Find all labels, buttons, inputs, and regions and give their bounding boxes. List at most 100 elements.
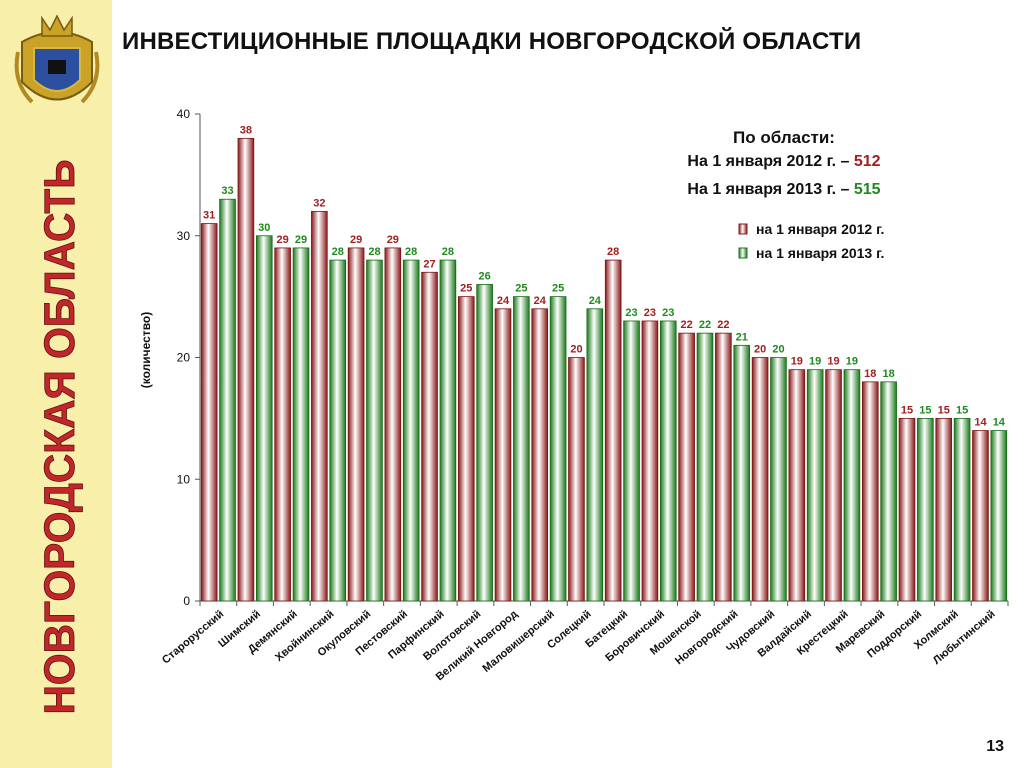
bar-2013 <box>292 247 310 602</box>
bar-2013 <box>586 308 604 602</box>
bar-2012 <box>200 223 218 602</box>
summary-line-2012: На 1 января 2012 г. – 512 <box>687 153 880 170</box>
data-label-2013: 19 <box>809 356 821 368</box>
data-label-2013: 14 <box>993 417 1006 429</box>
x-category-label: Любытинский <box>931 608 998 667</box>
bar-2013 <box>623 320 640 602</box>
data-label-2012: 25 <box>460 283 472 295</box>
data-label-2012: 29 <box>277 234 289 246</box>
data-label-2013: 26 <box>479 270 491 282</box>
data-label-2013: 29 <box>295 234 307 246</box>
bar-2013 <box>770 357 787 602</box>
data-label-2012: 15 <box>938 404 950 416</box>
bar-2012 <box>604 259 622 602</box>
data-label-2013: 28 <box>368 246 380 258</box>
bar-2012 <box>274 247 291 602</box>
bar-2013 <box>549 296 567 602</box>
data-label-2013: 20 <box>772 344 784 356</box>
bar-2012 <box>788 369 806 602</box>
data-label-2013: 15 <box>919 404 931 416</box>
bar-2012 <box>972 430 989 602</box>
bar-2012 <box>384 247 402 602</box>
data-label-2012: 15 <box>901 404 913 416</box>
page-number: 13 <box>986 738 1004 755</box>
bar-2012 <box>347 247 365 602</box>
bar-2013 <box>366 259 383 602</box>
coat-of-arms-icon <box>14 14 100 104</box>
data-label-2012: 19 <box>827 356 839 368</box>
data-label-2013: 19 <box>846 356 858 368</box>
bar-2013 <box>880 381 897 602</box>
bar-2012 <box>421 271 438 602</box>
page-title: ИНВЕСТИЦИОННЫЕ ПЛОЩАДКИ НОВГОРОДСКОЙ ОБЛ… <box>122 28 862 55</box>
data-label-2013: 25 <box>552 283 564 295</box>
y-axis-label: (количество) <box>139 312 153 388</box>
data-label-2012: 20 <box>570 344 582 356</box>
data-label-2013: 28 <box>332 246 344 258</box>
data-label-2012: 24 <box>497 295 510 307</box>
bar-2013 <box>843 369 861 602</box>
chart-bars <box>200 137 1008 602</box>
data-label-2013: 23 <box>662 307 674 319</box>
bar-2013 <box>329 259 347 602</box>
data-label-2013: 28 <box>405 246 417 258</box>
bar-2012 <box>898 417 916 602</box>
bar-2013 <box>733 344 751 602</box>
bar-2013 <box>953 417 971 602</box>
summary-value-2012: 512 <box>854 153 881 170</box>
legend-label-2013: на 1 января 2013 г. <box>756 245 884 261</box>
data-label-2012: 38 <box>240 124 252 136</box>
bar-2013 <box>439 259 457 602</box>
bar-2013 <box>476 284 493 602</box>
bar-2013 <box>990 430 1008 602</box>
bar-2012 <box>531 308 549 602</box>
data-label-2013: 22 <box>699 319 711 331</box>
data-label-2012: 29 <box>387 234 399 246</box>
bar-2013 <box>659 320 677 602</box>
data-label-2012: 27 <box>423 258 435 270</box>
bar-2013 <box>402 259 420 602</box>
data-label-2012: 18 <box>864 368 876 380</box>
legend-swatch-2013 <box>738 247 748 259</box>
y-tick-label: 10 <box>177 472 191 486</box>
y-tick-label: 20 <box>177 351 191 365</box>
side-title-text: НОВГОРОДСКАЯ ОБЛАСТЬ <box>36 160 84 715</box>
bar-2012 <box>568 357 585 602</box>
summary-box: По области: На 1 января 2012 г. – 512 На… <box>687 128 880 198</box>
y-tick-label: 0 <box>183 594 190 608</box>
legend-label-2012: на 1 января 2012 г. <box>756 221 884 237</box>
bar-2013 <box>696 332 714 602</box>
data-label-2012: 14 <box>974 417 987 429</box>
data-label-2013: 25 <box>515 283 527 295</box>
summary-heading: По области: <box>733 128 835 147</box>
data-label-2012: 22 <box>717 319 729 331</box>
bar-2012 <box>861 381 879 602</box>
chart-data-labels: 31 33 38 30 29 29 32 28 29 28 29 28 27 28 25 26 24 25 24 25… <box>203 124 1006 428</box>
data-label-2012: 20 <box>754 344 766 356</box>
summary-line-2013-text: На 1 января 2013 г. – <box>687 181 849 198</box>
summary-value-2013: 515 <box>854 181 881 198</box>
bar-2013 <box>255 235 273 602</box>
summary-line-2012-text: На 1 января 2012 г. – <box>687 153 849 170</box>
legend: на 1 января 2012 г. на 1 января 2013 г. <box>738 221 884 261</box>
chart-category-labels: СтарорусскийШимскийДемянскийХвойнинскийО… <box>160 608 998 683</box>
bar-2013 <box>806 369 824 602</box>
bar-2012 <box>311 211 328 602</box>
data-label-2013: 18 <box>883 368 895 380</box>
bar-2012 <box>715 332 732 602</box>
data-label-2013: 28 <box>442 246 454 258</box>
data-label-2012: 22 <box>681 319 693 331</box>
y-tick-label: 40 <box>177 107 191 121</box>
bar-2012 <box>457 296 475 602</box>
bar-2012 <box>641 320 659 602</box>
data-label-2013: 30 <box>258 222 270 234</box>
y-tick-label: 30 <box>177 229 191 243</box>
side-title-vertical: НОВГОРОДСКАЯ ОБЛАСТЬ <box>36 159 85 715</box>
x-category-label: Новгородский <box>673 608 740 667</box>
data-label-2013: 15 <box>956 404 968 416</box>
legend-swatch-2012 <box>738 223 748 235</box>
bar-2013 <box>513 296 530 602</box>
data-label-2012: 19 <box>791 356 803 368</box>
summary-line-2013: На 1 января 2013 г. – 515 <box>687 181 880 198</box>
bar-2012 <box>237 137 255 602</box>
